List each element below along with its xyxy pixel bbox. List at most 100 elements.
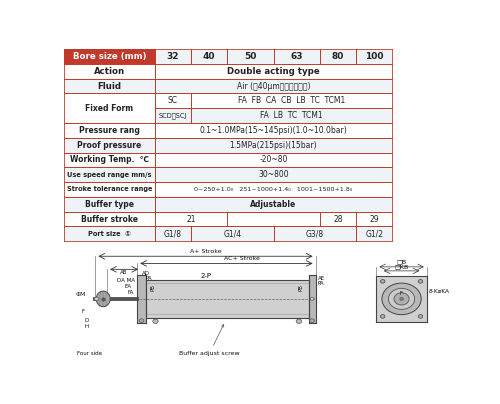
Text: Buffer adjust screw: Buffer adjust screw: [180, 324, 240, 356]
Text: Air (絀40μm以上灑網過櫾): Air (絀40μm以上灑網過櫾): [237, 82, 310, 90]
Circle shape: [388, 288, 414, 309]
Text: FA  LB  TC  TCM1: FA LB TC TCM1: [260, 111, 323, 120]
Text: 0.1~1.0MPa(15~145psi)(1.0~10.0bar): 0.1~1.0MPa(15~145psi)(1.0~10.0bar): [200, 126, 348, 135]
Bar: [274, 226, 356, 241]
Circle shape: [380, 315, 385, 318]
Bar: [154, 212, 228, 226]
Bar: [154, 108, 191, 123]
Bar: [64, 167, 154, 182]
Bar: [228, 212, 320, 226]
Circle shape: [418, 280, 422, 283]
Text: Bore size (mm): Bore size (mm): [73, 52, 146, 61]
Text: G1/4: G1/4: [223, 229, 242, 238]
Text: DA MA: DA MA: [118, 278, 136, 283]
Text: Double acting type: Double acting type: [227, 67, 320, 76]
Text: AD: AD: [142, 271, 150, 276]
Bar: [191, 226, 274, 241]
Text: Four side: Four side: [77, 351, 102, 356]
Circle shape: [296, 319, 302, 324]
Text: G3/8: G3/8: [306, 229, 324, 238]
Bar: [154, 123, 392, 138]
Circle shape: [153, 319, 158, 324]
Text: □B: □B: [396, 259, 406, 264]
Text: D: D: [84, 318, 88, 323]
Bar: [191, 49, 228, 64]
Text: G1/2: G1/2: [365, 229, 383, 238]
Text: F: F: [81, 309, 84, 314]
Text: G1/8: G1/8: [164, 229, 182, 238]
Bar: [64, 138, 154, 153]
Bar: [146, 280, 308, 318]
Text: PB: PB: [299, 284, 304, 291]
Text: Port size  ①: Port size ①: [88, 231, 131, 237]
Bar: [64, 153, 154, 167]
Text: 30~800: 30~800: [258, 170, 289, 179]
Bar: [154, 138, 392, 153]
Circle shape: [418, 315, 422, 318]
Text: 0~250+1.0₀   251~1000+1.4₀   1001~1500+1.8₀: 0~250+1.0₀ 251~1000+1.4₀ 1001~1500+1.8₀: [194, 187, 352, 192]
Text: Working Temp.  ℃: Working Temp. ℃: [70, 156, 149, 164]
Text: □KB: □KB: [394, 264, 408, 269]
Bar: [356, 49, 393, 64]
Ellipse shape: [96, 291, 110, 307]
Text: 8-K⌀KA: 8-K⌀KA: [428, 289, 450, 295]
Bar: [320, 212, 356, 226]
Bar: [154, 64, 392, 79]
Text: ΦM: ΦM: [76, 292, 86, 297]
Text: Pressure rang: Pressure rang: [79, 126, 140, 135]
Text: FA: FA: [127, 290, 134, 295]
Bar: [154, 182, 392, 197]
Text: 1.5MPa(215psi)(15bar): 1.5MPa(215psi)(15bar): [230, 141, 318, 149]
Text: AB: AB: [120, 270, 128, 275]
Bar: [154, 197, 392, 212]
Text: A+ Stroke: A+ Stroke: [190, 249, 222, 254]
Bar: [64, 93, 154, 123]
Bar: [320, 49, 356, 64]
Text: SC: SC: [168, 96, 178, 105]
Bar: [154, 93, 191, 108]
Bar: [308, 275, 316, 323]
Text: AC+ Stroke: AC+ Stroke: [224, 256, 260, 261]
Bar: [154, 226, 191, 241]
Bar: [64, 197, 154, 212]
Text: F: F: [400, 290, 403, 296]
Text: 100: 100: [365, 52, 384, 61]
Bar: [64, 79, 154, 93]
Circle shape: [310, 319, 314, 322]
Text: AE: AE: [318, 276, 324, 281]
Text: 40: 40: [203, 52, 215, 61]
Text: -20~80: -20~80: [260, 156, 287, 164]
Text: Fluid: Fluid: [98, 82, 122, 90]
Circle shape: [400, 297, 404, 300]
Bar: [154, 49, 191, 64]
Text: Buffer type: Buffer type: [85, 200, 134, 209]
Text: 32: 32: [166, 52, 179, 61]
Bar: [64, 64, 154, 79]
Text: Action: Action: [94, 67, 125, 76]
Text: 28: 28: [333, 215, 342, 223]
Bar: [154, 79, 392, 93]
Circle shape: [139, 319, 144, 322]
Text: 50: 50: [244, 52, 256, 61]
Bar: [138, 275, 146, 323]
Bar: [228, 49, 274, 64]
Text: EA: EA: [124, 284, 132, 289]
Bar: [64, 212, 154, 226]
Text: 29: 29: [370, 215, 379, 223]
Text: Fixed Form: Fixed Form: [86, 104, 134, 113]
Circle shape: [380, 280, 385, 283]
Text: 21: 21: [186, 215, 196, 223]
Bar: [154, 153, 392, 167]
Text: SCD、SCJ: SCD、SCJ: [158, 112, 187, 119]
Text: Use speed range mm/s: Use speed range mm/s: [68, 172, 152, 178]
Text: PA: PA: [318, 282, 324, 286]
Bar: [191, 93, 392, 108]
Bar: [64, 49, 154, 64]
Bar: [191, 108, 392, 123]
Bar: [356, 226, 393, 241]
Bar: [274, 49, 320, 64]
Bar: [64, 182, 154, 197]
Bar: [64, 226, 154, 241]
Text: H: H: [84, 324, 88, 329]
Text: PB: PB: [150, 284, 156, 291]
